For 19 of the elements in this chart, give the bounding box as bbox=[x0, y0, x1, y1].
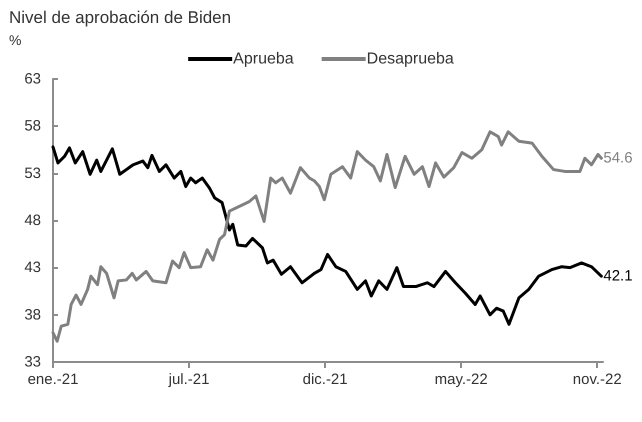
y-tick-label: 38 bbox=[24, 306, 41, 324]
data-label: 42.1 bbox=[603, 268, 633, 285]
y-tick-label: 63 bbox=[24, 70, 41, 88]
x-tick-label: nov.-22 bbox=[572, 371, 622, 388]
data-label: 54.6 bbox=[603, 150, 633, 167]
y-axis-title: % bbox=[9, 32, 22, 48]
y-tick-label: 58 bbox=[24, 118, 41, 135]
legend-label: Aprueba bbox=[233, 50, 294, 68]
x-tick-label: may.-22 bbox=[434, 371, 488, 388]
legend-label: Desaprueba bbox=[366, 50, 454, 68]
x-tick-label: dic.-21 bbox=[302, 371, 348, 388]
x-tick-label: ene.-21 bbox=[28, 371, 78, 388]
x-tick-label: jul.-21 bbox=[168, 371, 210, 388]
y-tick-label: 53 bbox=[24, 164, 41, 182]
y-tick-label: 43 bbox=[24, 259, 41, 276]
line-series bbox=[52, 145, 603, 326]
y-tick-label: 48 bbox=[24, 212, 41, 229]
y-tick-label: 33 bbox=[24, 354, 41, 370]
chart-title: Nivel de aprobación de Biden bbox=[9, 8, 232, 27]
